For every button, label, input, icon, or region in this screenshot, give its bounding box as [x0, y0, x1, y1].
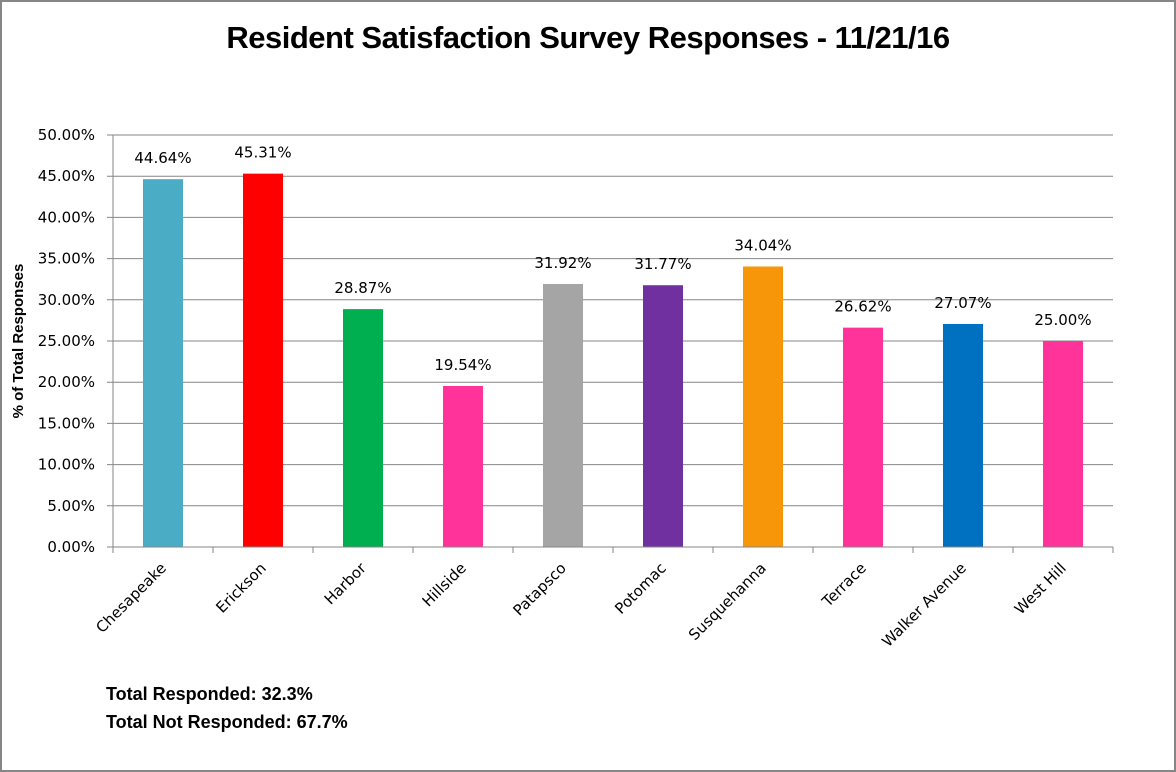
bar-hillside [443, 385, 483, 547]
y-axis-ticks: 0.00% 5.00% 10.00% 15.00% 20.00% 25.00% 30.00%… [38, 126, 95, 556]
bar-patapsco [543, 283, 583, 547]
category-label: Harbor [321, 559, 371, 609]
chart-title: Resident Satisfaction Survey Responses -… [226, 20, 950, 55]
totals-notes: Total Responded: 32.3% Total Not Respond… [106, 680, 348, 736]
data-label: 34.04% [734, 237, 791, 255]
category-label: Walker Avenue [878, 559, 969, 650]
y-tick-label: 45.00% [38, 167, 95, 185]
y-tick-label: 0.00% [47, 538, 95, 556]
data-label: 31.77% [634, 255, 691, 273]
bar-chesapeake [143, 179, 183, 548]
category-label: Chesapeake [92, 559, 169, 636]
y-tick-label: 5.00% [47, 497, 95, 515]
bar-harbor [343, 309, 383, 547]
category-label: Terrace [818, 559, 870, 611]
bar-erickson [243, 173, 283, 547]
data-label: 26.62% [834, 298, 891, 316]
y-tick-label: 40.00% [38, 208, 95, 226]
total-not-responded: Total Not Responded: 67.7% [106, 712, 348, 732]
total-responded: Total Responded: 32.3% [106, 684, 313, 704]
data-label: 44.64% [134, 149, 191, 167]
bar-west-hill [1043, 341, 1083, 547]
data-label: 28.87% [334, 279, 391, 297]
data-label: 45.31% [234, 144, 291, 162]
category-label: Potomac [611, 559, 670, 618]
y-tick-label: 10.00% [38, 456, 95, 474]
data-label: 27.07% [934, 294, 991, 312]
category-label: Susquehanna [685, 559, 770, 644]
data-labels: 44.64% 45.31% 28.87% 19.54% 31.92% 31.77% 34.0… [134, 144, 1091, 374]
data-label: 25.00% [1034, 311, 1091, 329]
y-tick-label: 30.00% [38, 291, 95, 309]
y-axis-label: % of Total Responses [10, 264, 27, 419]
category-labels: Chesapeake Erickson Harbor Hillside Patapsco… [92, 559, 1069, 651]
category-label: Erickson [212, 559, 269, 616]
y-tick-label: 50.00% [38, 126, 95, 144]
data-label: 31.92% [534, 254, 591, 272]
x-axis [112, 546, 1114, 553]
data-label: 19.54% [434, 356, 491, 374]
y-tick-label: 15.00% [38, 414, 95, 432]
bar-susquehanna [743, 266, 783, 547]
y-tick-label: 25.00% [38, 332, 95, 350]
category-label: Hillside [419, 559, 470, 610]
bar-terrace [843, 327, 883, 547]
category-label: West Hill [1011, 559, 1070, 618]
category-label: Patapsco [509, 559, 569, 619]
y-tick-label: 20.00% [38, 373, 95, 391]
bar-potomac [643, 285, 683, 547]
bar-walker-avenue [943, 323, 983, 547]
y-tick-label: 35.00% [38, 250, 95, 268]
bars [143, 173, 1083, 548]
